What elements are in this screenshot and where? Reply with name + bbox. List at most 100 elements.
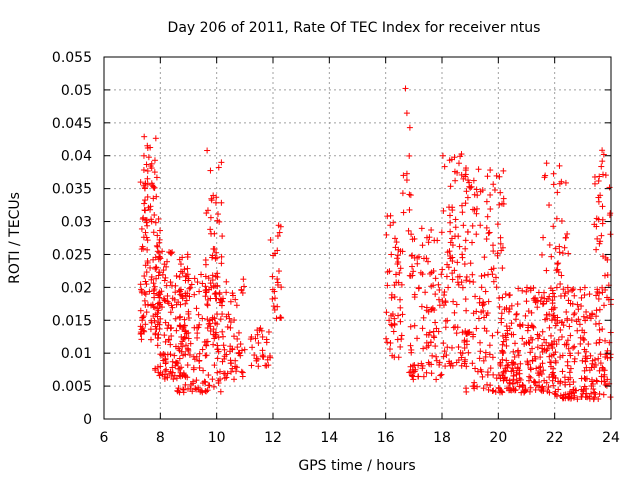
data-point: [593, 292, 600, 299]
data-point: [233, 302, 240, 309]
data-point: [206, 320, 213, 327]
data-point: [454, 259, 461, 266]
data-point: [464, 329, 471, 336]
data-point: [486, 351, 493, 358]
chart-title: Day 206 of 2011, Rate Of TEC Index for r…: [168, 20, 541, 36]
data-point: [220, 342, 227, 349]
data-point: [420, 373, 427, 380]
data-point: [587, 352, 594, 359]
data-point: [499, 200, 506, 207]
data-point: [480, 301, 487, 308]
data-point: [506, 325, 513, 332]
data-point: [591, 173, 598, 180]
data-point: [493, 284, 500, 291]
data-point: [459, 284, 466, 291]
data-point: [512, 340, 519, 347]
data-point: [595, 355, 602, 362]
data-point: [469, 360, 476, 367]
data-point: [559, 352, 566, 359]
data-point: [390, 219, 397, 226]
data-point: [528, 322, 535, 329]
data-point: [564, 394, 571, 401]
data-point: [187, 385, 194, 392]
data-point: [565, 250, 572, 257]
data-point: [147, 163, 154, 170]
data-point: [492, 274, 499, 281]
data-point: [452, 323, 459, 330]
data-point: [591, 221, 598, 228]
data-point: [218, 253, 225, 260]
data-point: [209, 272, 216, 279]
data-point: [527, 374, 534, 381]
data-point: [455, 344, 462, 351]
data-point: [420, 255, 427, 262]
data-point: [522, 312, 529, 319]
data-point: [275, 268, 282, 275]
data-point: [546, 202, 553, 209]
x-tick-label: 20: [489, 430, 507, 446]
data-point: [144, 259, 151, 266]
data-point: [514, 301, 521, 308]
data-point: [504, 330, 511, 337]
data-point: [565, 288, 572, 295]
data-point: [143, 269, 150, 276]
data-point: [544, 315, 551, 322]
data-point: [471, 385, 478, 392]
data-point: [521, 341, 528, 348]
data-point: [550, 181, 557, 188]
data-point: [450, 298, 457, 305]
data-point: [155, 249, 162, 256]
data-point: [150, 229, 157, 236]
data-point: [138, 246, 145, 253]
data-point: [445, 284, 452, 291]
data-point: [496, 295, 503, 302]
data-point: [143, 161, 150, 168]
data-point: [534, 344, 541, 351]
data-point: [219, 328, 226, 335]
y-axis-ticks: 0 0.005 0.01 0.015 0.02 0.025 0.03 0.035 0.04 0.0…: [52, 50, 611, 428]
data-point: [453, 330, 460, 337]
data-point: [497, 234, 504, 241]
data-point: [449, 344, 456, 351]
data-point: [550, 170, 557, 177]
data-point: [152, 365, 159, 372]
data-point: [430, 282, 437, 289]
data-point: [254, 327, 261, 334]
data-point: [461, 261, 468, 268]
data-point: [215, 380, 222, 387]
data-point: [204, 324, 211, 331]
data-point: [206, 382, 213, 389]
data-point: [568, 317, 575, 324]
data-point: [548, 253, 555, 260]
data-point: [452, 177, 459, 184]
data-point: [209, 254, 216, 261]
data-point: [550, 382, 557, 389]
data-point: [550, 312, 557, 319]
data-point: [459, 209, 466, 216]
data-point: [442, 317, 449, 324]
data-point: [525, 308, 532, 315]
data-point: [514, 348, 521, 355]
data-point: [502, 291, 509, 298]
data-point: [468, 183, 475, 190]
data-point: [140, 152, 147, 159]
data-point: [524, 327, 531, 334]
data-point: [538, 384, 545, 391]
data-point: [254, 356, 261, 363]
data-point: [546, 389, 553, 396]
data-point: [140, 166, 147, 173]
data-point: [144, 246, 151, 253]
data-point: [496, 173, 503, 180]
data-point: [591, 389, 598, 396]
data-point: [265, 362, 272, 369]
data-point: [497, 189, 504, 196]
data-point: [172, 343, 179, 350]
data-point: [427, 270, 434, 277]
data-point: [139, 317, 146, 324]
data-point: [142, 278, 149, 285]
data-point: [229, 290, 236, 297]
data-point: [575, 316, 582, 323]
data-point: [212, 320, 219, 327]
data-point: [483, 224, 490, 231]
data-point: [393, 239, 400, 246]
